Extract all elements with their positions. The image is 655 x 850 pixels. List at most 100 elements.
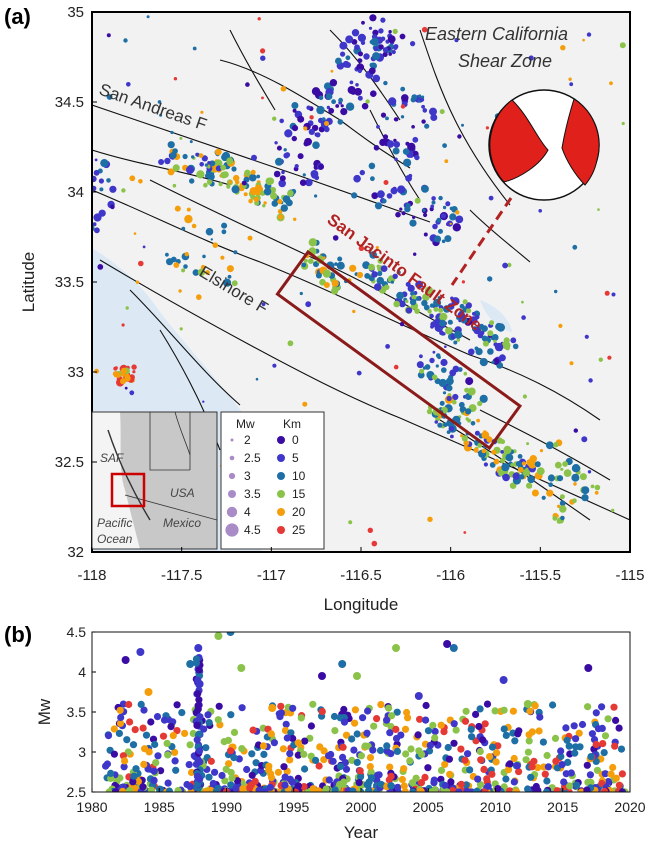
earthquake-dot [132,370,136,374]
magnitude-time-point [318,672,326,680]
earthquake-dot [97,264,104,270]
earthquake-dot [434,420,439,424]
earthquake-dot [377,258,384,264]
earthquake-dot [371,192,379,200]
earthquake-dot [279,118,285,124]
magnitude-time-dot [593,766,602,774]
earthquake-dot [370,176,375,182]
earthquake-dot [421,104,425,109]
magnitude-time-dot [475,722,483,731]
earthquake-dot [272,116,277,121]
map-y-tick-label: 32.5 [55,454,84,471]
earthquake-dot [463,440,470,446]
magnitude-time-dot [249,726,257,734]
magnitude-time-point [414,692,423,700]
magnitude-time-dot [502,775,510,783]
magnitude-time-dot [592,757,600,766]
magnitude-time-dot [598,703,606,711]
magnitude-time-dot [233,777,242,785]
earthquake-dot [291,125,299,132]
earthquake-dot [318,163,324,170]
magnitude-time-dot [428,788,436,792]
earthquake-dot [228,180,233,184]
earthquake-dot [559,500,566,507]
earthquake-dot [184,252,189,257]
magnitude-time-dot [476,781,485,789]
magnitude-time-dot [611,742,619,750]
earthquake-dot [182,153,188,160]
earthquake-dot [272,363,277,368]
earthquake-dot [439,400,445,406]
legend-depth-value: 20 [292,505,306,519]
earthquake-dot [521,461,527,466]
earthquake-dot [245,82,250,87]
earthquake-dot [454,38,459,43]
magnitude-time-dot [394,783,402,791]
magnitude-time-dot [195,696,203,704]
earthquake-dot [443,422,448,428]
earthquake-dot [560,467,564,471]
magnitude-time-dot [609,763,617,772]
earthquake-dot [262,204,266,208]
earthquake-dot [446,430,451,434]
earthquake-dot [274,141,278,145]
magnitude-time-dot [376,746,385,755]
earthquake-dot [205,270,210,275]
magnitude-time-dot [342,765,351,773]
magnitude-time-dot [248,771,256,779]
magnitude-time-dot [130,772,138,780]
plot-b-x-tick-label: 1995 [278,799,309,815]
earthquake-dot [92,222,97,227]
earthquake-dot [411,125,415,129]
earthquake-dot [422,366,427,370]
earthquake-dot [405,307,413,314]
magnitude-time-dot [151,740,159,749]
earthquake-dot [586,32,592,37]
inset-usa-label: USA [170,486,195,500]
inset-mexico-label: Mexico [163,516,201,530]
magnitude-time-dot [283,734,291,742]
magnitude-time-dot [173,727,181,735]
magnitude-time-dot [137,700,145,709]
magnitude-time-dot [259,742,268,750]
earthquake-dot [84,201,92,209]
earthquake-dot [572,244,578,250]
earthquake-dot [231,166,237,172]
magnitude-time-dot [461,717,470,725]
magnitude-time-dot [437,766,446,775]
earthquake-dot [312,141,320,149]
earthquake-dot [164,157,171,165]
earthquake-dot [212,242,219,248]
magnitude-time-dot [107,769,115,778]
legend-depth-value: 10 [292,469,306,483]
plot-b-y-tick-label: 2.5 [67,784,87,800]
earthquake-dot [512,472,520,480]
earthquake-dot [173,262,180,268]
magnitude-time-dot [227,747,235,755]
magnitude-time-dot [491,707,499,715]
earthquake-dot [444,159,449,164]
magnitude-time-dot [536,713,544,721]
earthquake-dot [419,354,423,359]
earthquake-dot [396,270,401,275]
focal-mechanism-beachball [488,89,600,201]
magnitude-time-dot [173,701,181,709]
earthquake-dot [192,46,197,51]
earthquake-dot [179,327,183,331]
earthquake-dot [390,280,394,284]
earthquake-dot [534,461,541,468]
magnitude-time-dot [615,781,624,789]
magnitude-time-point [226,632,235,636]
earthquake-dot [492,358,500,365]
earthquake-dot [385,116,389,121]
magnitude-time-dot [502,731,510,740]
earthquake-dot [278,179,287,188]
earthquake-dot [109,185,117,193]
earthquake-dot [528,55,534,61]
earthquake-dot [420,370,423,373]
earthquake-dot [372,52,381,61]
magnitude-time-dot [441,781,449,790]
earthquake-dot [521,315,526,320]
magnitude-time-dot [209,779,217,788]
earthquake-dot [170,130,174,135]
